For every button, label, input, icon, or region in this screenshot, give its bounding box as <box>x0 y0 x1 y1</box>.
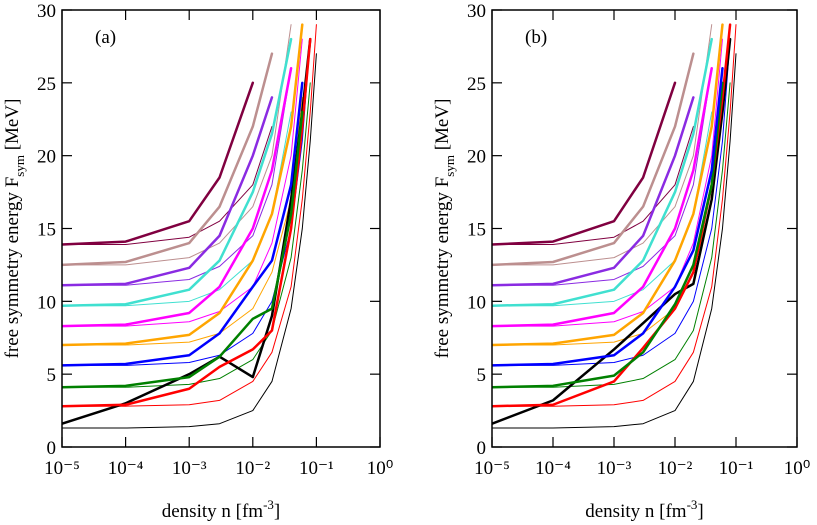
y-axis-label: free symmetry energy Fsym [MeV] <box>2 99 27 359</box>
curve <box>492 81 677 246</box>
y-tick-label: 30 <box>467 1 486 22</box>
x-tick-label: 10⁻⁵ <box>44 458 80 479</box>
panel: 0 5 10 15 20 25 30 10⁻⁵ 10⁻⁴ 10⁻³ 10⁻² 10⁻¹ 10⁰ (a) de… <box>2 1 393 522</box>
panel-label: (b) <box>525 27 547 48</box>
x-label-text: density n [fm <box>585 501 687 522</box>
y-tick-label: 15 <box>467 220 486 241</box>
curve <box>492 23 724 347</box>
x-tick-label: 10⁻² <box>235 458 270 479</box>
curve <box>492 126 694 246</box>
y-tick-label: 5 <box>477 365 487 386</box>
curve <box>62 96 303 346</box>
x-label-text: density n [fm <box>162 501 264 522</box>
y-tick-label: 5 <box>47 365 57 386</box>
curve <box>492 82 731 388</box>
y-tick-label: 25 <box>467 74 486 95</box>
y-label-text: free symmetry energy F <box>2 177 23 359</box>
x-tick-label: 10⁻³ <box>172 458 207 479</box>
panel-label: (a) <box>95 27 116 48</box>
plot-frame <box>491 9 798 448</box>
y-tick-label: 30 <box>37 1 56 22</box>
x-axis-label: density n [fm-3] <box>162 497 281 522</box>
curve <box>62 67 293 328</box>
curve <box>492 52 695 267</box>
y-label-text: free symmetry energy F <box>432 177 453 359</box>
curve <box>492 38 731 366</box>
y-axis-label: free symmetry energy Fsym [MeV] <box>432 99 457 359</box>
curve <box>62 81 304 367</box>
plot-frame <box>61 9 381 448</box>
y-tick-label: 15 <box>37 220 56 241</box>
curve <box>62 24 292 266</box>
curve <box>62 53 317 429</box>
x-tick-label: 10⁻⁴ <box>535 458 571 479</box>
y-tick-label: 20 <box>37 147 56 168</box>
curve <box>62 110 304 389</box>
x-tick-label: 10⁻⁵ <box>474 458 510 479</box>
y-tick-label: 0 <box>47 438 57 459</box>
y-tick-label: 25 <box>37 74 56 95</box>
y-tick-label: 20 <box>467 147 486 168</box>
x-axis-label: density n [fm-3] <box>585 497 704 522</box>
x-tick-label: 10⁰ <box>784 458 811 479</box>
curve <box>62 81 255 246</box>
y-tick-label: 10 <box>37 292 56 313</box>
y-label-sub: sym <box>442 155 457 177</box>
y-tick-label: 10 <box>467 292 486 313</box>
curve <box>492 37 713 307</box>
x-tick-label: 10⁻¹ <box>719 458 754 479</box>
curve <box>62 24 317 407</box>
lines <box>492 23 737 429</box>
y-tick-label: 0 <box>477 438 487 459</box>
x-tick-label: 10⁻⁴ <box>108 458 144 479</box>
y-label-end: [MeV] <box>432 99 453 155</box>
x-label-sup: -3 <box>687 497 698 512</box>
x-tick-label: 10⁻³ <box>597 458 632 479</box>
x-tick-label: 10⁻¹ <box>299 458 334 479</box>
curve <box>492 67 713 328</box>
curve <box>62 37 293 307</box>
curve <box>62 126 273 246</box>
curve <box>62 82 311 388</box>
curve <box>492 67 713 286</box>
curve <box>62 23 304 347</box>
curve <box>492 24 737 407</box>
curve <box>62 38 303 327</box>
panel: 0 5 10 15 20 25 30 10⁻⁵ 10⁻⁴ 10⁻³ 10⁻² 10⁻¹ 10⁰ (b) de… <box>432 1 810 522</box>
curve <box>492 24 713 266</box>
curve <box>492 38 723 327</box>
x-label-end: ] <box>274 501 280 522</box>
y-label-sub: sym <box>12 155 27 177</box>
y-label-end: [MeV] <box>2 99 23 155</box>
curve <box>62 96 274 287</box>
x-tick-label: 10⁰ <box>367 458 394 479</box>
x-label-end: ] <box>697 501 703 522</box>
curve <box>62 67 292 286</box>
curve <box>492 67 724 367</box>
lines <box>62 23 317 429</box>
curve <box>492 53 737 429</box>
curve <box>492 96 695 287</box>
x-label-sup: -3 <box>263 497 274 512</box>
curve <box>492 96 723 346</box>
curve <box>62 52 274 267</box>
x-tick-label: 10⁻² <box>658 458 693 479</box>
curve <box>62 37 312 408</box>
curve <box>492 81 724 389</box>
